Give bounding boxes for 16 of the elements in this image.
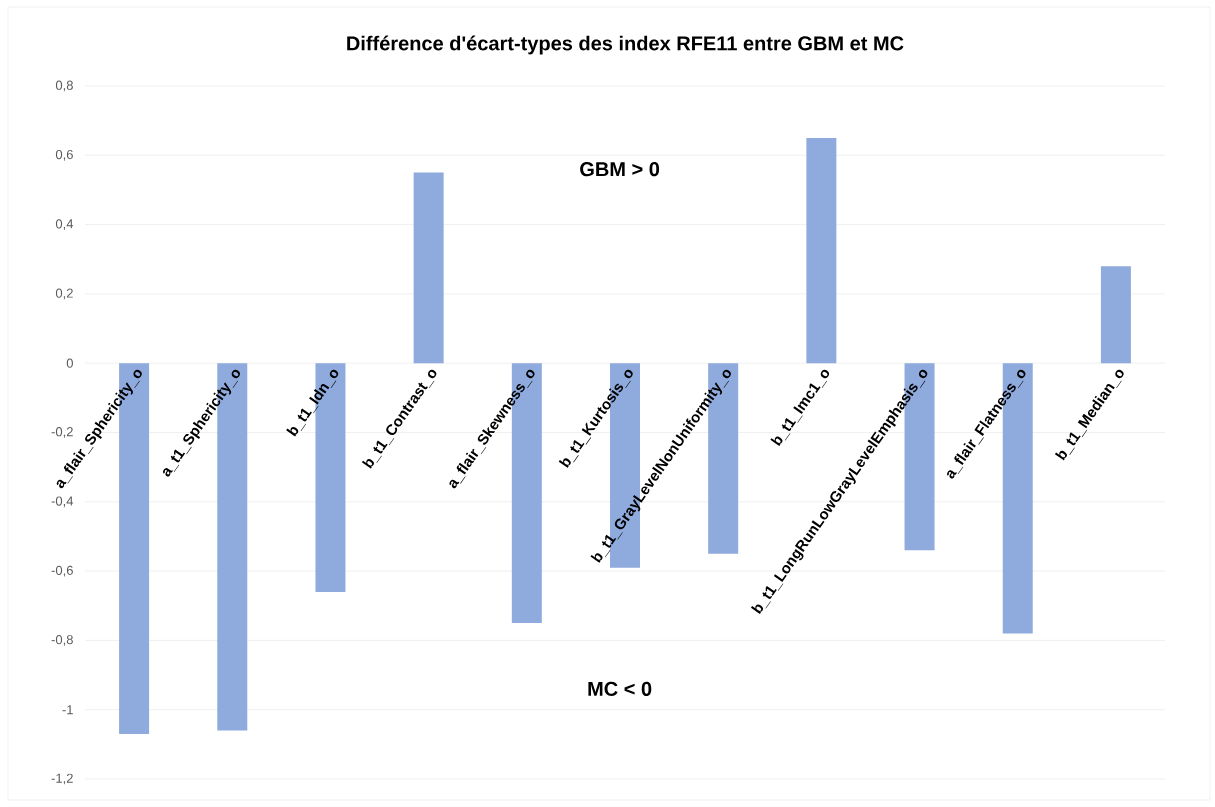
annotation: MC < 0 (588, 681, 652, 696)
y-tick-label: 0,6 (55, 149, 73, 161)
y-tick-label: -0,8 (51, 635, 73, 646)
y-tick-label: -1,2 (51, 773, 73, 785)
y-tick-label: -0,6 (51, 565, 73, 577)
chart-title: Différence d'écart-types des index RFE11 entre GBM et MC (347, 35, 904, 55)
y-tick-label: -0,4 (51, 496, 74, 508)
y-tick-label: 0,8 (55, 80, 73, 92)
bar (1100, 266, 1131, 364)
y-tick-label: -1 (62, 705, 73, 715)
y-tick-label: 0 (66, 358, 73, 368)
annotation: GBM > 0 (580, 162, 660, 177)
bar (806, 137, 837, 364)
bar (413, 172, 444, 364)
y-tick-label: 0,4 (55, 219, 74, 230)
y-tick-label: 0,2 (55, 288, 73, 300)
